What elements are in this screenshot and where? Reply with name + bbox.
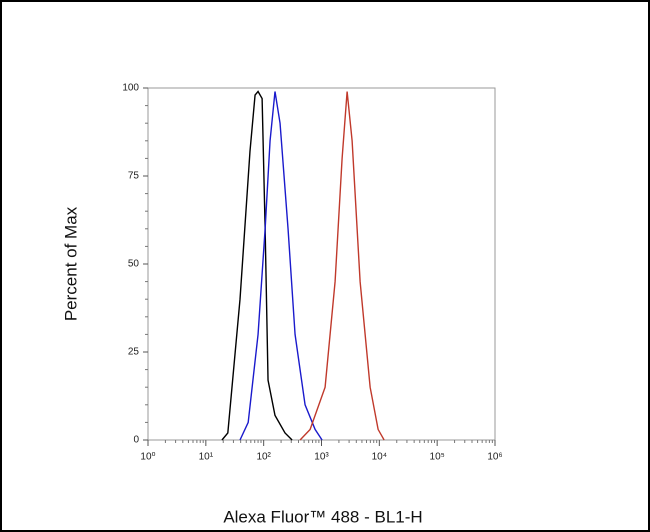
histogram-line <box>239 91 323 441</box>
x-axis-title: Alexa Fluor™ 488 - BL1-H <box>223 507 422 526</box>
y-tick-label: 25 <box>128 347 140 358</box>
x-tick-label: 10¹ <box>199 452 214 463</box>
x-tick-label: 10⁶ <box>487 452 502 463</box>
y-tick-label: 75 <box>128 171 140 182</box>
y-tick-label: 50 <box>128 259 140 270</box>
y-axis-title: Percent of Max <box>61 206 80 321</box>
y-tick-label: 0 <box>133 435 139 446</box>
y-tick-label: 100 <box>122 83 139 94</box>
x-tick-label: 10⁵ <box>430 452 445 463</box>
x-tick-label: 10² <box>256 452 271 463</box>
histogram-line <box>221 90 293 441</box>
x-tick-label: 10⁰ <box>140 452 155 463</box>
histogram-line <box>299 91 385 441</box>
x-tick-label: 10³ <box>314 452 329 463</box>
x-tick-label: 10⁴ <box>372 452 387 463</box>
plot-area <box>147 87 496 441</box>
